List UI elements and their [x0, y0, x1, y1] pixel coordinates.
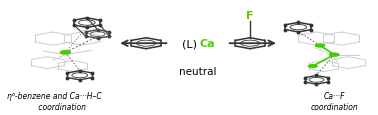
Text: Ca···F
coordination: Ca···F coordination — [310, 91, 358, 111]
Text: F: F — [246, 10, 254, 20]
Circle shape — [330, 54, 339, 57]
Circle shape — [308, 65, 317, 68]
Circle shape — [315, 45, 325, 48]
Text: neutral: neutral — [179, 66, 217, 76]
Text: η⁶-benzene and Ca···H–C
      coordination: η⁶-benzene and Ca···H–C coordination — [7, 91, 102, 111]
Circle shape — [60, 51, 70, 55]
Text: (L): (L) — [182, 39, 197, 49]
Text: Ca: Ca — [199, 39, 215, 49]
